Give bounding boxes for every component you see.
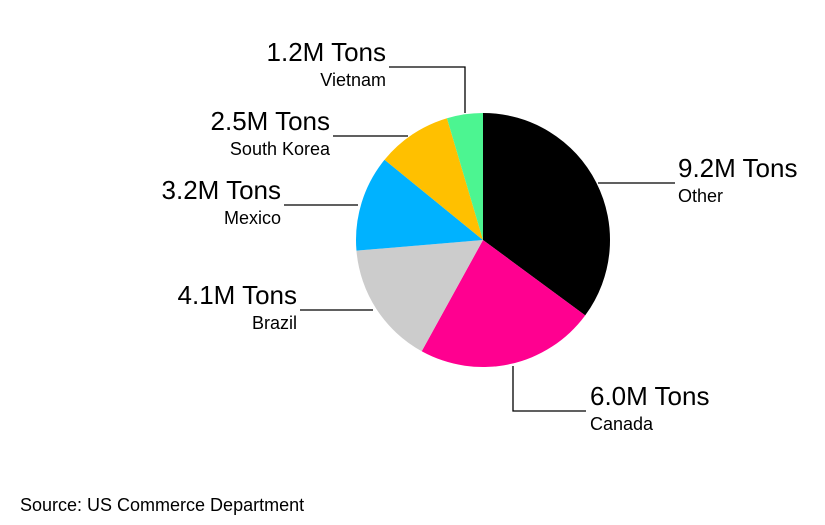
value-label-other: 9.2M Tons [678,153,797,183]
category-label-vietnam: Vietnam [320,70,386,90]
value-label-mexico: 3.2M Tons [162,175,281,205]
pie-slice-south-korea [384,118,483,240]
category-label-mexico: Mexico [224,208,281,228]
value-label-brazil: 4.1M Tons [178,280,297,310]
value-label-canada: 6.0M Tons [590,381,709,411]
leader-lines [284,66,675,412]
pie-slice-other [483,112,611,316]
category-label-canada: Canada [590,414,654,434]
value-label-south-korea: 2.5M Tons [211,106,330,136]
pie-slice-vietnam [446,113,483,240]
leader-line-canada [512,366,586,412]
source-note: Source: US Commerce Department [20,495,305,515]
pie-slice-brazil [356,240,483,352]
pie-slice-mexico [356,159,483,251]
pie-slices [356,112,611,368]
leader-line-vietnam [389,66,466,113]
category-label-brazil: Brazil [252,313,297,333]
value-label-vietnam: 1.2M Tons [267,37,386,67]
pie-slice-canada [421,240,586,368]
pie-chart: 9.2M Tons Other 6.0M Tons Canada 4.1M Tons Br… [162,37,798,434]
slice-labels: 9.2M Tons Other 6.0M Tons Canada 4.1M Tons Br… [162,37,798,434]
category-label-south-korea: South Korea [230,139,331,159]
category-label-other: Other [678,186,723,206]
